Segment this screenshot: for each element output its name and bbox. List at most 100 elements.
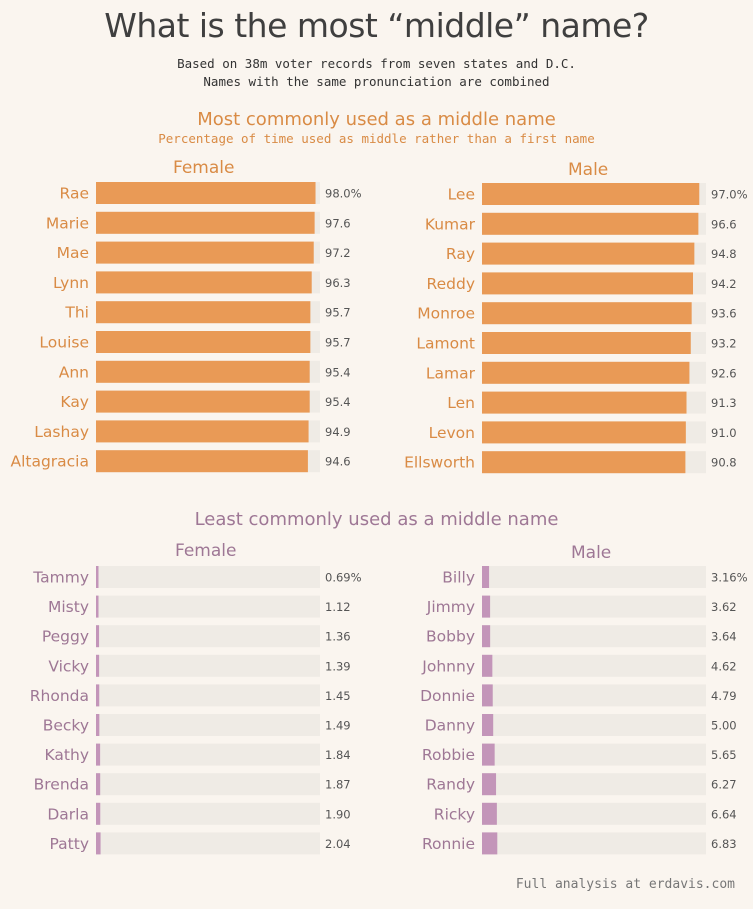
least-female-value-9: 2.04 [325, 837, 351, 851]
least-male-bar-6 [482, 743, 495, 766]
least-male-label-1: Jimmy [426, 598, 475, 616]
least-female-label-1: Misty [48, 598, 89, 616]
least-female-bar-7 [96, 773, 101, 796]
least-female-value-1: 1.12 [325, 600, 351, 614]
most-female-bar-7 [96, 390, 310, 413]
least-female-bar-1 [96, 595, 99, 618]
least-female-track-8 [96, 802, 320, 825]
least-female-label-8: Darla [47, 805, 89, 823]
least-female-label-9: Patty [50, 835, 89, 853]
most-male-value-1: 96.6 [711, 217, 737, 231]
least-male-value-8: 6.64 [711, 807, 737, 821]
most-female-label-5: Louise [39, 334, 89, 352]
least-female-value-2: 1.36 [325, 630, 351, 644]
least-female-bar-2 [96, 625, 100, 648]
least-female-bar-9 [96, 832, 101, 855]
least-male-bar-9 [482, 832, 498, 855]
most-male-value-9: 90.8 [711, 456, 737, 470]
least-male-value-3: 4.62 [711, 659, 737, 673]
most-male-bar-8 [482, 421, 686, 444]
least-female-label-4: Rhonda [30, 687, 89, 705]
most-male-label-0: Lee [448, 186, 475, 204]
least-male-label-8: Ricky [434, 805, 475, 823]
least-female-bar-3 [96, 654, 100, 677]
least-male-bar-1 [482, 595, 491, 618]
most-female-label-9: Altagracia [10, 453, 89, 471]
most-male-bar-7 [482, 391, 687, 414]
least-female-track-7 [96, 773, 320, 796]
most-male-bar-5 [482, 332, 691, 354]
most-male-value-2: 94.8 [711, 247, 737, 261]
least-male-label-4: Donnie [420, 687, 475, 705]
least-female-bar-6 [96, 743, 101, 766]
most-male-bar-9 [482, 451, 686, 474]
least-section-title: Least commonly used as a middle name [194, 509, 559, 530]
least-male-value-7: 6.27 [711, 778, 737, 792]
most-female-bar-4 [96, 301, 311, 324]
most-male-value-6: 92.6 [711, 366, 737, 380]
most-female-value-2: 97.2 [325, 246, 351, 260]
least-male-track-1 [482, 595, 706, 618]
least-female-track-1 [96, 595, 320, 618]
least-male-bar-2 [482, 625, 491, 648]
least-male-label-2: Bobby [426, 628, 475, 646]
most-male-value-5: 93.2 [711, 337, 737, 351]
most-female-label-3: Lynn [53, 274, 89, 292]
most-female-bar-0 [96, 182, 316, 204]
most-female-value-4: 95.7 [325, 306, 351, 320]
least-female-track-0 [96, 566, 320, 588]
most-female-label-8: Lashay [34, 423, 89, 441]
least-female-track-3 [96, 654, 320, 677]
least-male-track-8 [482, 802, 706, 825]
subtitle-line-2: Names with the same pronunciation are co… [203, 74, 550, 89]
least-male-track-9 [482, 832, 706, 855]
least-female-label-3: Vicky [48, 657, 89, 675]
most-male-value-8: 91.0 [711, 426, 737, 440]
least-male-bar-0 [482, 566, 490, 588]
least-male-track-0 [482, 566, 706, 588]
least-female-value-3: 1.39 [325, 659, 351, 673]
most-male-label-1: Kumar [425, 215, 476, 233]
least-male-bar-5 [482, 714, 494, 736]
most-male-label-8: Levon [429, 424, 475, 442]
least-male-value-4: 4.79 [711, 689, 737, 703]
least-female-label-6: Kathy [45, 746, 89, 764]
least-male-track-4 [482, 684, 706, 707]
least-female-heading: Female [175, 541, 237, 561]
least-male-bar-4 [482, 684, 493, 707]
subtitle-line-1: Based on 38m voter records from seven st… [177, 56, 576, 71]
page-title: What is the most “middle” name? [104, 6, 649, 45]
least-male-value-2: 3.64 [711, 630, 737, 644]
most-female-heading: Female [173, 158, 235, 178]
most-female-bar-1 [96, 211, 315, 234]
least-male-track-3 [482, 654, 706, 677]
least-female-bar-8 [96, 802, 101, 825]
least-male-label-9: Ronnie [422, 835, 475, 853]
footer-credit: Full analysis at erdavis.com [515, 877, 735, 892]
most-male-heading: Male [568, 160, 609, 180]
least-female-label-5: Becky [43, 717, 89, 735]
most-female-bar-8 [96, 420, 309, 443]
least-female-label-7: Brenda [34, 776, 89, 794]
most-female-value-0: 98.0% [325, 187, 362, 201]
least-female-value-0: 0.69% [325, 571, 362, 585]
least-male-value-5: 5.00 [711, 719, 737, 733]
least-female-track-5 [96, 714, 320, 736]
least-female-label-0: Tammy [32, 569, 89, 587]
least-female-track-6 [96, 743, 320, 766]
most-female-value-7: 95.4 [325, 395, 351, 409]
most-male-bar-0 [482, 183, 700, 205]
least-female-value-5: 1.49 [325, 719, 351, 733]
most-female-value-9: 94.6 [325, 455, 351, 469]
most-male-label-3: Reddy [427, 275, 475, 293]
most-female-label-2: Mae [57, 244, 89, 262]
least-male-track-7 [482, 773, 706, 796]
least-female-track-2 [96, 625, 320, 648]
most-female-bar-3 [96, 271, 312, 294]
least-female-value-8: 1.90 [325, 807, 351, 821]
least-male-value-9: 6.83 [711, 837, 737, 851]
least-male-bar-3 [482, 654, 493, 677]
most-female-label-1: Marie [46, 214, 89, 232]
least-male-label-5: Danny [425, 717, 475, 735]
least-female-value-6: 1.84 [325, 748, 351, 762]
